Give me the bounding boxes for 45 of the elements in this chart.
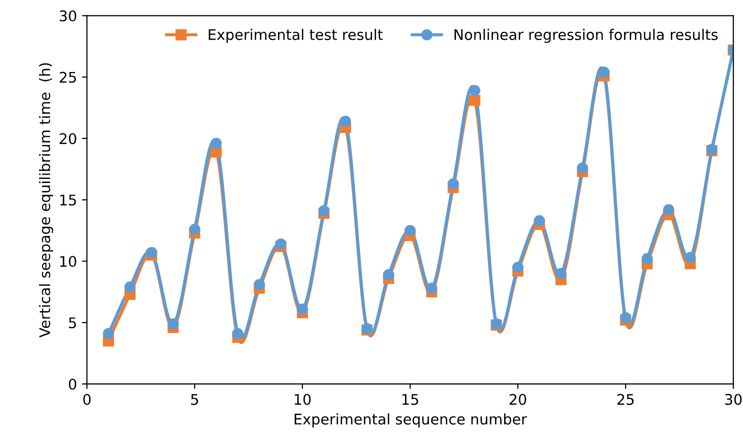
y-tick-label: 20 xyxy=(60,133,76,144)
point xyxy=(469,94,480,106)
point xyxy=(404,224,416,236)
x-axis-title: Experimental sequence number xyxy=(294,413,527,428)
point xyxy=(296,304,308,315)
point xyxy=(448,178,459,190)
point xyxy=(232,328,244,340)
point xyxy=(340,116,352,127)
x-tick-label: 20 xyxy=(510,394,526,405)
x-tick-label: 30 xyxy=(725,394,742,405)
point xyxy=(642,253,653,264)
point xyxy=(576,162,588,174)
y-tick-label: 25 xyxy=(60,72,76,83)
point xyxy=(189,224,200,235)
point xyxy=(383,269,394,280)
point xyxy=(318,205,330,216)
point xyxy=(102,328,114,340)
point xyxy=(598,66,610,78)
y-axis-title: Vertical seepage equilibrium time (h) xyxy=(38,63,54,338)
x-tick-label: 0 xyxy=(83,394,91,405)
y-tick-label: 30 xyxy=(60,10,76,22)
point xyxy=(210,138,222,149)
point xyxy=(534,215,545,226)
point xyxy=(469,85,480,96)
point xyxy=(426,282,438,294)
y-tick-label: 5 xyxy=(69,317,76,328)
point xyxy=(620,312,632,324)
point xyxy=(146,247,158,258)
point xyxy=(168,318,179,330)
y-tick-label: 15 xyxy=(60,194,76,206)
legend-label: Nonlinear regression formula results xyxy=(454,28,718,43)
point xyxy=(684,252,696,264)
x-tick-label: 15 xyxy=(402,394,418,405)
x-tick-label: 25 xyxy=(617,394,634,405)
point xyxy=(512,262,524,273)
y-tick-label: 0 xyxy=(68,378,76,390)
point xyxy=(254,278,265,290)
point xyxy=(663,204,674,216)
x-tick-label: 10 xyxy=(294,394,311,405)
legend-label: Experimental test result xyxy=(208,28,383,43)
point xyxy=(275,238,286,250)
point xyxy=(555,268,567,280)
x-tick-label: 5 xyxy=(191,394,198,405)
y-tick-label: 10 xyxy=(60,256,76,267)
point xyxy=(124,281,136,293)
